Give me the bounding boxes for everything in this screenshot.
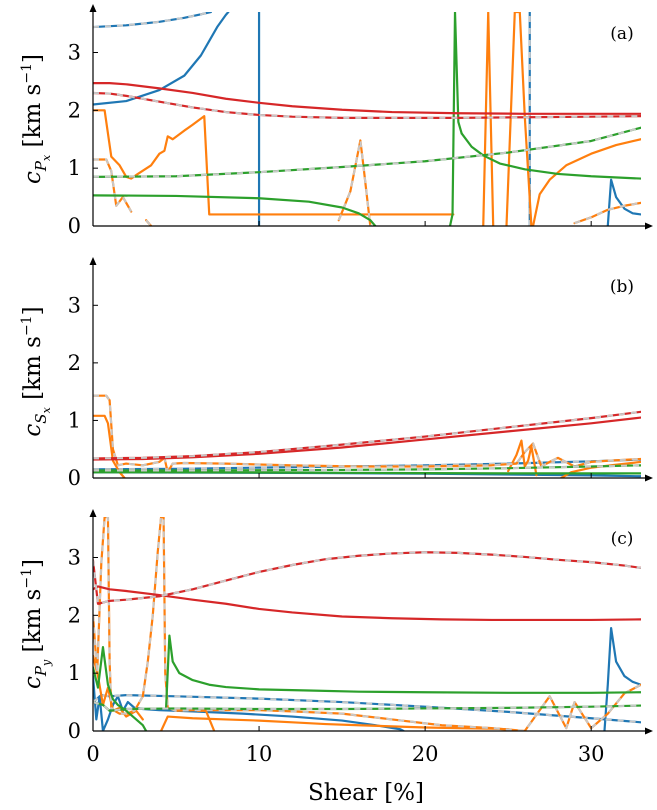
series-blue-solid-2 — [606, 178, 641, 226]
series-dash-overlay-3 — [93, 12, 212, 29]
panel-2: 0 1 2 3 (b) cSx [km s−1] — [19, 257, 653, 490]
y-tick-label: 3 — [68, 293, 81, 317]
series-dash-overlay-18 — [93, 91, 641, 119]
series-dash-overlay-9 — [93, 410, 641, 460]
y-tick-label: 2 — [68, 351, 81, 375]
series-orange-dashed-9 — [93, 158, 133, 213]
series-orange-solid-6 — [482, 12, 495, 226]
x-axis-label: Shear [%] — [308, 780, 424, 806]
series-green-solid-6 — [93, 471, 641, 475]
x-axis-arrow — [645, 727, 653, 735]
panel-label: (c) — [611, 529, 634, 549]
series-dash-overlay-7 — [93, 464, 641, 472]
y-tick-label: 3 — [68, 40, 81, 64]
y-tick-label: 0 — [68, 466, 81, 490]
series-green-solid-15 — [460, 132, 641, 180]
panel-label: (b) — [610, 277, 634, 297]
x-axis-arrow — [645, 474, 653, 482]
x-tick-label: 20 — [412, 742, 439, 766]
series-group — [93, 12, 641, 226]
y-axis-label: cPx [km s−1] — [19, 54, 53, 184]
series-orange-solid-8 — [531, 138, 641, 226]
series-orange-solid-5 — [196, 709, 216, 731]
y-axis-label: cSx [km s−1] — [19, 306, 53, 436]
y-axis-label: cPy [km s−1] — [19, 559, 53, 689]
x-axis-arrow — [645, 222, 653, 230]
series-group — [93, 394, 641, 478]
series-green-solid-8 — [164, 634, 641, 709]
series-dash-overlay-9 — [93, 158, 133, 213]
series-blue-solid-1 — [603, 626, 641, 731]
series-red-solid-8 — [93, 416, 641, 461]
series-orange-dashed-5 — [93, 394, 641, 474]
y-axis-arrow — [89, 509, 97, 517]
series-group — [93, 517, 641, 731]
series-orange-dashed-12 — [573, 201, 641, 225]
series-blue-dashed-3 — [93, 12, 212, 29]
series-orange-dashed-11 — [337, 139, 372, 226]
y-tick-label: 2 — [68, 98, 81, 122]
series-green-dashed-16 — [93, 126, 641, 178]
series-dash-overlay-6 — [93, 517, 641, 731]
panel-1: 0 1 2 3 (a) cPx [km s−1] — [19, 4, 653, 238]
series-orange-solid-5 — [93, 109, 455, 216]
series-dash-overlay-10 — [145, 219, 152, 226]
panel-label: (a) — [610, 24, 633, 44]
series-green-solid-14 — [448, 12, 463, 226]
y-axis-arrow — [89, 4, 97, 12]
series-orange-solid-7 — [505, 12, 533, 226]
series-red-dashed-9 — [93, 410, 641, 460]
series-dash-overlay-9 — [93, 701, 641, 712]
series-red-solid-17 — [93, 82, 641, 115]
y-tick-label: 0 — [68, 214, 81, 238]
series-red-solid-10 — [93, 585, 641, 622]
y-tick-label: 1 — [68, 408, 81, 432]
series-green-solid-7 — [93, 646, 148, 731]
x-tick-label: 0 — [86, 742, 99, 766]
y-tick-label: 1 — [68, 661, 81, 685]
series-dash-overlay-5 — [93, 394, 641, 474]
series-green-solid-13 — [93, 194, 377, 226]
y-tick-label: 2 — [68, 603, 81, 627]
series-dash-overlay-16 — [93, 126, 641, 178]
series-orange-dashed-6 — [93, 517, 641, 731]
x-tick-label: 10 — [246, 742, 273, 766]
x-tick-label: 30 — [578, 742, 605, 766]
y-tick-label: 3 — [68, 545, 81, 569]
y-tick-label: 1 — [68, 156, 81, 180]
series-dash-overlay-11 — [93, 551, 641, 605]
y-axis-arrow — [89, 257, 97, 265]
y-tick-label: 0 — [68, 719, 81, 743]
